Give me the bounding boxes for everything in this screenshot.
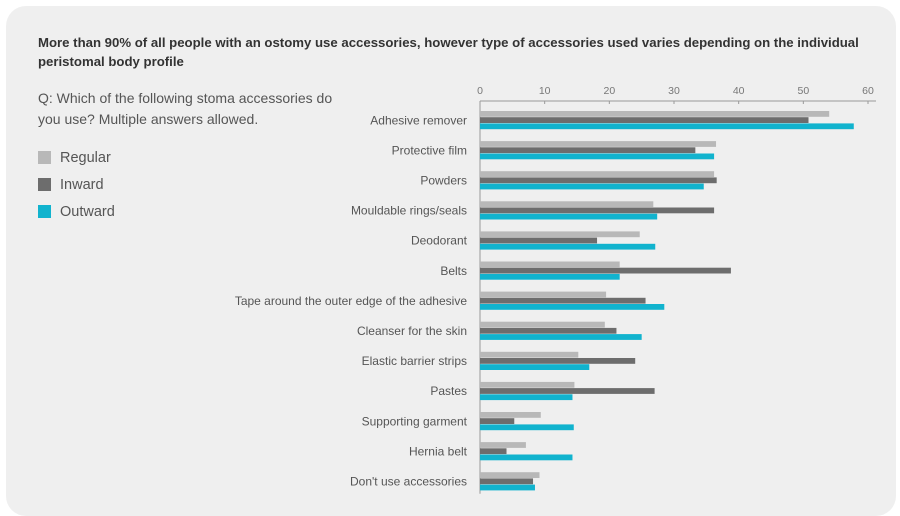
bar-outward-adhesive-remover [480, 123, 854, 130]
legend-label-regular: Regular [60, 149, 111, 166]
x-tick-label-0: 0 [477, 85, 483, 97]
bar-outward-mouldable-rings-seals [480, 213, 658, 220]
bar-regular-cleanser-for-the-skin [480, 321, 605, 328]
chart-title: More than 90% of all people with an osto… [38, 35, 859, 69]
bar-inward-tape-around-the-outer-edge-of-the-adhesive [480, 297, 646, 304]
legend-label-outward: Outward [60, 203, 115, 220]
bar-regular-elastic-barrier-strips [480, 351, 579, 358]
bar-inward-protective-film [480, 147, 696, 154]
bar-outward-tape-around-the-outer-edge-of-the-adhesive [480, 304, 665, 310]
category-label-deodorant: Deodorant [411, 234, 468, 248]
bar-inward-belts [480, 267, 731, 274]
bar-inward-supporting-garment [480, 418, 515, 424]
x-tick-label-20: 20 [603, 85, 615, 97]
bar-outward-belts [480, 273, 620, 280]
category-label-tape-around-the-outer-edge-of-the-adhesive: Tape around the outer edge of the adhesi… [235, 294, 468, 308]
legend-item-outward: Outward [38, 198, 115, 225]
chart-card [6, 6, 896, 516]
x-tick-label-60: 60 [862, 85, 874, 97]
bar-outward-pastes [480, 394, 573, 401]
bar-outward-cleanser-for-the-skin [480, 334, 642, 340]
bar-regular-protective-film [480, 141, 717, 147]
bar-outward-protective-film [480, 153, 715, 160]
bar-outward-powders [480, 183, 704, 190]
legend-swatch-inward [38, 178, 51, 191]
legend-label-inward: Inward [60, 176, 104, 193]
x-tick-label-10: 10 [539, 85, 551, 97]
bar-regular-powders [480, 171, 715, 177]
bar-regular-adhesive-remover [480, 111, 830, 117]
category-label-pastes: Pastes [430, 384, 467, 398]
category-label-elastic-barrier-strips: Elastic barrier strips [362, 354, 467, 368]
bar-outward-hernia-belt [480, 454, 573, 461]
bar-regular-pastes [480, 381, 575, 388]
bar-outward-supporting-garment [480, 424, 574, 431]
bar-inward-mouldable-rings-seals [480, 207, 715, 214]
bar-outward-deodorant [480, 243, 656, 250]
category-label-supporting-garment: Supporting garment [362, 414, 468, 428]
bar-inward-pastes [480, 388, 655, 394]
bar-inward-deodorant [480, 237, 598, 244]
category-label-belts: Belts [440, 264, 467, 278]
bar-inward-elastic-barrier-strips [480, 358, 636, 364]
legend-item-inward: Inward [38, 171, 115, 198]
legend: Regular Inward Outward [38, 144, 115, 225]
category-label-protective-film: Protective film [392, 143, 467, 157]
x-tick-label-30: 30 [668, 85, 680, 97]
bar-inward-cleanser-for-the-skin [480, 327, 617, 334]
legend-swatch-outward [38, 205, 51, 218]
bar-regular-deodorant [480, 231, 640, 238]
bar-regular-hernia-belt [480, 442, 526, 448]
bar-regular-supporting-garment [480, 412, 541, 418]
category-label-cleanser-for-the-skin: Cleanser for the skin [357, 324, 467, 338]
legend-item-regular: Regular [38, 144, 115, 171]
bar-inward-don-t-use-accessories [480, 478, 534, 485]
category-label-don-t-use-accessories: Don't use accessories [350, 475, 467, 489]
category-label-adhesive-remover: Adhesive remover [370, 113, 467, 127]
x-tick-label-50: 50 [797, 85, 809, 97]
category-label-powders: Powders [420, 174, 467, 188]
bar-regular-belts [480, 261, 620, 268]
category-label-hernia-belt: Hernia belt [409, 444, 468, 458]
category-label-mouldable-rings-seals: Mouldable rings/seals [351, 204, 467, 218]
bar-inward-hernia-belt [480, 448, 507, 455]
bar-regular-don-t-use-accessories [480, 472, 540, 478]
bar-regular-mouldable-rings-seals [480, 201, 654, 208]
bar-outward-elastic-barrier-strips [480, 364, 590, 370]
bar-outward-don-t-use-accessories [480, 484, 535, 491]
bar-inward-adhesive-remover [480, 117, 809, 123]
survey-question: Q: Which of the following stoma accessor… [38, 90, 333, 127]
bar-inward-powders [480, 177, 717, 184]
x-tick-label-40: 40 [733, 85, 745, 97]
legend-swatch-regular [38, 151, 51, 164]
bar-regular-tape-around-the-outer-edge-of-the-adhesive [480, 291, 607, 298]
